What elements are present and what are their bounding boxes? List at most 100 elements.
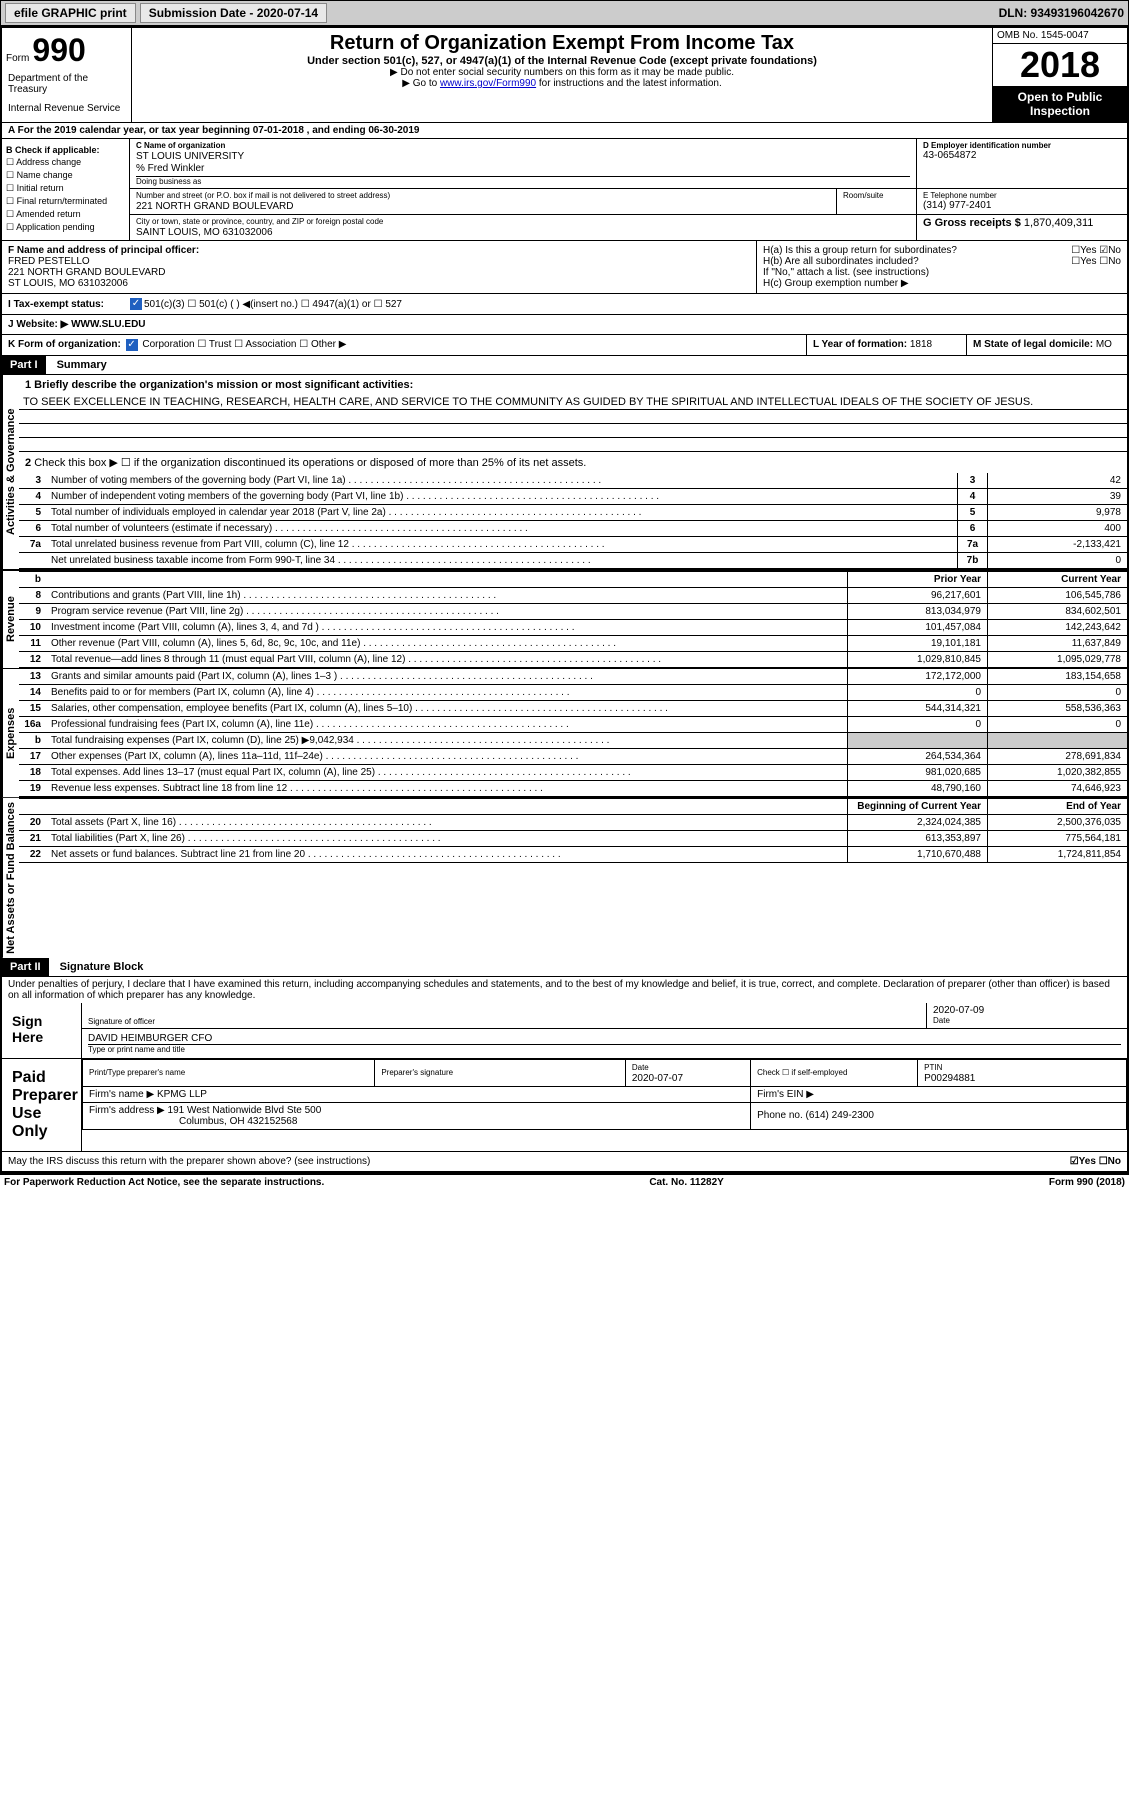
k-options: Corporation ☐ Trust ☐ Association ☐ Othe… xyxy=(142,339,346,350)
line-text: Number of independent voting members of … xyxy=(47,489,957,504)
current-year-value: 11,637,849 xyxy=(987,636,1127,651)
topbar: efile GRAPHIC print Submission Date - 20… xyxy=(0,0,1129,26)
line-i: I Tax-exempt status: ✓ 501(c)(3) ☐ 501(c… xyxy=(2,294,1127,315)
line-number: 7a xyxy=(19,537,47,552)
current-year-value: 0 xyxy=(987,717,1127,732)
current-year-value xyxy=(987,733,1127,748)
current-year-value: 558,536,363 xyxy=(987,701,1127,716)
phone-val: (614) 249-2300 xyxy=(806,1110,874,1121)
firm-ein-label: Firm's EIN ▶ xyxy=(757,1089,814,1100)
na-hdr-blank xyxy=(19,799,47,814)
prep-date: 2020-07-07 xyxy=(632,1073,683,1084)
mission-lines: TO SEEK EXCELLENCE IN TEACHING, RESEARCH… xyxy=(19,395,1127,452)
e-phone: (314) 977-2401 xyxy=(923,200,1121,211)
c-city: SAINT LOUIS, MO 631032006 xyxy=(136,227,273,238)
part2-title: Signature Block xyxy=(52,958,152,976)
data-row: 20 Total assets (Part X, line 16) 2,324,… xyxy=(19,815,1127,831)
line-text: Investment income (Part VIII, column (A)… xyxy=(47,620,847,635)
footer-left: For Paperwork Reduction Act Notice, see … xyxy=(4,1177,324,1188)
activity-row: 5 Total number of individuals employed i… xyxy=(19,505,1127,521)
omb-box: OMB No. 1545-0047 2018 Open to Public In… xyxy=(992,28,1127,122)
d-label: D Employer identification number xyxy=(923,141,1121,150)
part1-bar: Part I Summary xyxy=(2,356,1127,375)
dln-label: DLN: 93493196042670 xyxy=(999,6,1124,20)
line-number: 15 xyxy=(19,701,47,716)
chk-501c3[interactable]: ✓ xyxy=(130,298,142,310)
open-to-public: Open to Public Inspection xyxy=(993,86,1127,122)
sig-date: 2020-07-09 xyxy=(933,1005,1121,1016)
chk-name-change[interactable]: Name change xyxy=(6,170,125,181)
submission-date-button[interactable]: Submission Date - 2020-07-14 xyxy=(140,3,327,23)
line-number: 21 xyxy=(19,831,47,846)
line-number: b xyxy=(19,733,47,748)
activity-row: 7a Total unrelated business revenue from… xyxy=(19,537,1127,553)
line-text: Professional fundraising fees (Part IX, … xyxy=(47,717,847,732)
part2-number: Part II xyxy=(2,958,49,976)
netassets-grid: Net Assets or Fund Balances Beginning of… xyxy=(2,798,1127,958)
chk-amended[interactable]: Amended return xyxy=(6,209,125,220)
chk-address-change[interactable]: Address change xyxy=(6,157,125,168)
data-row: 19 Revenue less expenses. Subtract line … xyxy=(19,781,1127,797)
officer-name-label: Type or print name and title xyxy=(88,1044,1121,1054)
data-row: 16a Professional fundraising fees (Part … xyxy=(19,717,1127,733)
irs-link[interactable]: www.irs.gov/Form990 xyxy=(440,78,536,89)
expenses-body: 13 Grants and similar amounts paid (Part… xyxy=(19,669,1127,797)
chk-final-return[interactable]: Final return/terminated xyxy=(6,196,125,207)
line-box: 3 xyxy=(957,473,987,488)
form-header: Form 990 Department of the Treasury Inte… xyxy=(2,28,1127,123)
line-text: Total unrelated business revenue from Pa… xyxy=(47,537,957,552)
column-cd: C Name of organization ST LOUIS UNIVERSI… xyxy=(130,139,1127,240)
prior-year-value: 813,034,979 xyxy=(847,604,987,619)
paid-preparer-label: Paid Preparer Use Only xyxy=(2,1059,82,1151)
py-header: Prior Year xyxy=(847,572,987,587)
m-label: M State of legal domicile: xyxy=(973,339,1093,350)
part1-title: Summary xyxy=(49,356,115,374)
line-text: Revenue less expenses. Subtract line 18 … xyxy=(47,781,847,796)
prior-year-value: 101,457,084 xyxy=(847,620,987,635)
fh-row: F Name and address of principal officer:… xyxy=(2,241,1127,294)
current-year-value: 74,646,923 xyxy=(987,781,1127,796)
line-number: 16a xyxy=(19,717,47,732)
dept-treasury: Department of the Treasury xyxy=(6,69,127,99)
line-value: -2,133,421 xyxy=(987,537,1127,552)
current-year-value: 278,691,834 xyxy=(987,749,1127,764)
h-column: H(a) Is this a group return for subordin… xyxy=(757,241,1127,293)
sign-here-label: Sign Here xyxy=(2,1003,82,1058)
boy-header: Beginning of Current Year xyxy=(847,799,987,814)
firm-addr2: Columbus, OH 432152568 xyxy=(179,1116,297,1127)
current-year-value: 1,020,382,855 xyxy=(987,765,1127,780)
na-hdr-blank2 xyxy=(47,799,847,814)
hdr-b: b xyxy=(19,572,47,587)
discuss-row: May the IRS discuss this return with the… xyxy=(2,1152,1127,1173)
line-number xyxy=(19,553,47,568)
line-text: Program service revenue (Part VIII, line… xyxy=(47,604,847,619)
sign-here-row: Sign Here Signature of officer 2020-07-0… xyxy=(2,1003,1127,1059)
chk-corporation[interactable]: ✓ xyxy=(126,339,138,351)
line-text: Total number of individuals employed in … xyxy=(47,505,957,520)
chk-app-pending[interactable]: Application pending xyxy=(6,222,125,233)
dept-irs: Internal Revenue Service xyxy=(6,99,127,118)
line-number: 19 xyxy=(19,781,47,796)
phone-label: Phone no. xyxy=(757,1110,803,1121)
line-text: Total fundraising expenses (Part IX, col… xyxy=(47,733,847,748)
part2-bar: Part II Signature Block xyxy=(2,958,1127,977)
current-year-value: 142,243,642 xyxy=(987,620,1127,635)
j-label: J Website: ▶ xyxy=(8,319,68,330)
data-row: b Total fundraising expenses (Part IX, c… xyxy=(19,733,1127,749)
omb-number: OMB No. 1545-0047 xyxy=(993,28,1127,44)
prior-year-value: 1,710,670,488 xyxy=(847,847,987,862)
g-gross-receipts: 1,870,409,311 xyxy=(1024,217,1094,229)
line-number: 13 xyxy=(19,669,47,684)
current-year-value: 834,602,501 xyxy=(987,604,1127,619)
efile-print-button[interactable]: efile GRAPHIC print xyxy=(5,3,136,23)
chk-initial-return[interactable]: Initial return xyxy=(6,183,125,194)
c-addr: 221 NORTH GRAND BOULEVARD xyxy=(136,201,293,212)
expenses-grid: Expenses 13 Grants and similar amounts p… xyxy=(2,669,1127,798)
current-year-value: 183,154,658 xyxy=(987,669,1127,684)
c-care-of: % Fred Winkler xyxy=(136,163,204,174)
line-value: 42 xyxy=(987,473,1127,488)
data-row: 11 Other revenue (Part VIII, column (A),… xyxy=(19,636,1127,652)
footer-right: Form 990 (2018) xyxy=(1049,1177,1125,1188)
prep-h3: Date xyxy=(632,1063,649,1072)
j-website[interactable]: WWW.SLU.EDU xyxy=(71,319,145,330)
